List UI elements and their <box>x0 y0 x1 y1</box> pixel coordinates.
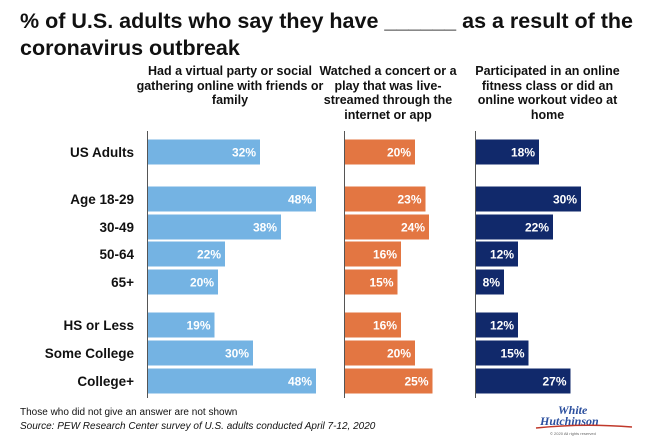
category-label: 50-64 <box>99 247 134 262</box>
bar <box>148 269 218 295</box>
bar-value-label: 24% <box>401 221 425 235</box>
footnote: Those who did not give an answer are not… <box>20 407 238 418</box>
bar <box>345 214 429 240</box>
bar <box>345 186 426 212</box>
bar-value-label: 48% <box>288 193 312 207</box>
bar-value-label: 8% <box>483 276 501 290</box>
bar-value-label: 27% <box>542 375 566 389</box>
bar <box>345 312 401 338</box>
bar-value-label: 30% <box>553 193 577 207</box>
bar <box>148 312 215 338</box>
bar-value-label: 23% <box>397 193 421 207</box>
bar-value-label: 12% <box>490 248 514 262</box>
bar <box>345 139 415 165</box>
bar-value-label: 30% <box>225 347 249 361</box>
bar-value-label: 22% <box>197 248 221 262</box>
bar <box>476 139 539 165</box>
bar-value-label: 32% <box>232 146 256 160</box>
bar <box>476 241 518 267</box>
category-label: 65+ <box>111 275 134 290</box>
bar <box>345 340 415 366</box>
bar <box>148 139 260 165</box>
column-header-live-stream: Watched a concert or a play that was liv… <box>319 64 457 122</box>
bar <box>148 241 225 267</box>
category-label: US Adults <box>70 145 134 160</box>
category-label: College+ <box>77 374 134 389</box>
bar <box>476 368 571 394</box>
category-label: Age 18-29 <box>70 192 134 207</box>
bar-value-label: 15% <box>369 276 393 290</box>
chart-title: % of U.S. adults who say they have _____… <box>20 9 633 60</box>
category-label: 30-49 <box>99 220 134 235</box>
category-label: Some College <box>45 346 135 361</box>
category-label: HS or Less <box>63 318 134 333</box>
bar-value-label: 16% <box>373 248 397 262</box>
bar <box>476 214 553 240</box>
bar <box>148 368 316 394</box>
bar <box>476 340 529 366</box>
bar <box>345 269 398 295</box>
bar-value-label: 15% <box>500 347 524 361</box>
bar <box>476 186 581 212</box>
bar <box>148 186 316 212</box>
bar-value-label: 25% <box>404 375 428 389</box>
bar <box>345 368 433 394</box>
column-header-online-fitness: Participated in an online fitness class … <box>475 64 620 122</box>
column-header-virtual-party: Had a virtual party or social gathering … <box>136 64 324 107</box>
bar <box>476 269 504 295</box>
bar-value-label: 20% <box>387 347 411 361</box>
bar <box>148 214 281 240</box>
bar-value-label: 20% <box>387 146 411 160</box>
bar <box>476 312 518 338</box>
bar-value-label: 38% <box>253 221 277 235</box>
bar-value-label: 19% <box>186 319 210 333</box>
source-note: Source: PEW Research Center survey of U.… <box>20 421 376 432</box>
bar <box>148 340 253 366</box>
bar-value-label: 18% <box>511 146 535 160</box>
bar-value-label: 12% <box>490 319 514 333</box>
bar <box>345 241 401 267</box>
logo-copyright: © 2020 All rights reserved <box>550 431 596 436</box>
bar-value-label: 20% <box>190 276 214 290</box>
bar-value-label: 48% <box>288 375 312 389</box>
bar-value-label: 22% <box>525 221 549 235</box>
white-hutchinson-logo: White Hutchinson © 2020 All rights reser… <box>535 403 633 436</box>
logo-text-white: White <box>558 403 588 417</box>
bar-value-label: 16% <box>373 319 397 333</box>
